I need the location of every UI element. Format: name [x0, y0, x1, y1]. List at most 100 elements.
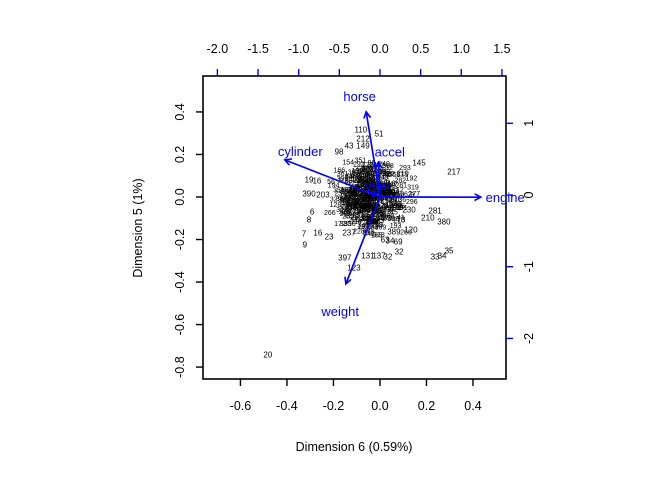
cluster-observation-label: 380	[347, 200, 359, 207]
cluster-observation-label: 388	[366, 184, 378, 191]
cluster-observation-label: 16	[353, 210, 361, 217]
cluster-observation-label: 210	[393, 218, 405, 225]
cluster-observation-label: 278	[362, 214, 374, 221]
cluster-observation-label: 164	[377, 171, 389, 178]
cluster-observation-label: 10	[364, 194, 372, 201]
point-label-230: 230	[402, 205, 416, 214]
cluster-observation-label: 68	[355, 217, 363, 224]
cluster-observation-label: 351	[355, 158, 367, 165]
cluster-observation-label: 83	[359, 202, 367, 209]
point-label-390: 390	[302, 190, 316, 199]
cluster-observation-label: 206	[360, 216, 372, 223]
point-label-149: 149	[356, 141, 370, 150]
cluster-observation-label: 220	[354, 208, 366, 215]
cluster-observation-label: 356	[357, 202, 369, 209]
cluster-observation-label: 283	[340, 211, 352, 218]
cluster-observation-label: 84	[343, 209, 351, 216]
point-label-110: 110	[355, 126, 368, 135]
cluster-observation-label: 257	[344, 191, 356, 198]
cluster-observation-label: 10	[338, 177, 346, 184]
cluster-observation-label: 347	[376, 188, 388, 195]
cluster-observation-label: 4	[363, 183, 367, 190]
top-axis-tick-label: 1.0	[453, 42, 470, 56]
cluster-observation-label: 215	[357, 172, 369, 179]
cluster-observation-label: 211	[360, 191, 371, 198]
point-label-237: 237	[342, 228, 356, 237]
cluster-observation-label: 338	[356, 176, 368, 183]
cluster-observation-label: 285	[380, 184, 392, 191]
cluster-observation-label: 296	[359, 173, 371, 180]
cluster-observation-label: 104	[358, 224, 370, 231]
cluster-observation-label: 182	[341, 200, 353, 207]
cluster-observation-label: 119	[363, 186, 374, 193]
cluster-observation-label: 340	[357, 222, 369, 229]
cluster-observation-label: 109	[376, 180, 388, 187]
cluster-observation-label: 154	[342, 159, 354, 166]
cluster-observation-label: 333	[366, 220, 378, 227]
cluster-observation-label: 278	[381, 190, 393, 197]
cluster-observation-label: 218	[357, 182, 369, 189]
cluster-observation-label: 317	[386, 189, 398, 196]
cluster-observation-label: 136	[395, 197, 407, 204]
cluster-observation-label: 358	[333, 187, 345, 194]
cluster-observation-label: 36	[348, 169, 356, 176]
cluster-observation-label: 312	[352, 207, 364, 214]
cluster-observation-label: 316	[352, 170, 364, 177]
cluster-observation-label: 215	[347, 194, 359, 201]
x-axis-title: Dimension 6 (0.59%)	[296, 440, 413, 454]
x-axis-tick-label: 0.2	[418, 399, 435, 413]
cluster-observation-label: 238	[353, 177, 365, 184]
cluster-observation-label: 194	[371, 195, 383, 202]
cluster-observation-label: 214	[365, 195, 377, 202]
cluster-observation-label: 147	[350, 189, 362, 196]
point-label-69: 69	[394, 238, 403, 247]
cluster-observation-label: 290	[343, 195, 355, 202]
point-label-8: 8	[307, 215, 312, 224]
cluster-observation-label: 384	[366, 225, 378, 232]
cluster-observation-label: 313	[369, 175, 381, 182]
cluster-observation-label: 280	[379, 185, 391, 192]
cluster-observation-label: 93	[356, 178, 364, 185]
cluster-observation-label: 91	[386, 171, 394, 178]
point-label-20: 20	[263, 351, 272, 360]
point-label-32: 32	[395, 248, 404, 257]
cluster-observation-label: 181	[368, 201, 380, 208]
cluster-observation-label: 203	[357, 209, 369, 216]
cluster-observation-label: 12	[396, 187, 404, 194]
cluster-observation-label: 217	[345, 202, 357, 209]
cluster-observation-label: 376	[359, 202, 371, 209]
cluster-observation-label: 111	[370, 202, 381, 209]
cluster-observation-label: 294	[385, 192, 397, 199]
cluster-observation-label: 128	[365, 186, 377, 193]
point-label-34: 34	[386, 237, 395, 246]
cluster-observation-label: 109	[352, 199, 364, 206]
cluster-observation-label: 313	[336, 207, 348, 214]
cluster-observation-label: 45	[390, 209, 398, 216]
cluster-observation-label: 42	[365, 179, 373, 186]
cluster-observation-label: 266	[324, 210, 336, 217]
cluster-observation-label: 359	[367, 217, 379, 224]
cluster-observation-label: 278	[355, 191, 367, 198]
cluster-observation-label: 10	[353, 195, 361, 202]
arrow-label-weight: weight	[320, 304, 359, 319]
cluster-observation-label: 102	[340, 209, 352, 216]
cluster-observation-label: 49	[363, 166, 371, 173]
top-axis-tick-label: 0.5	[412, 42, 429, 56]
cluster-observation-label: 104	[385, 202, 397, 209]
cluster-observation-label: 240	[381, 197, 393, 204]
arrow-horse	[366, 112, 381, 198]
cluster-observation-label: 194	[328, 182, 340, 189]
cluster-observation-label: 388	[387, 216, 399, 223]
cluster-observation-label: 203	[362, 167, 374, 174]
cluster-observation-label: 259	[371, 222, 383, 229]
cluster-observation-label: 24	[359, 206, 367, 213]
cluster-observation-label: 350	[383, 216, 395, 223]
point-label-6: 6	[310, 208, 315, 217]
y-axis-tick-label: 0.0	[173, 188, 187, 205]
cluster-observation-label: 289	[379, 169, 391, 176]
cluster-observation-label: 183	[356, 206, 368, 213]
cluster-observation-label: 384	[378, 192, 390, 199]
cluster-observation-label: 48	[351, 202, 359, 209]
y-axis-tick-label: 0.2	[173, 146, 187, 163]
cluster-observation-label: 279	[364, 205, 376, 212]
